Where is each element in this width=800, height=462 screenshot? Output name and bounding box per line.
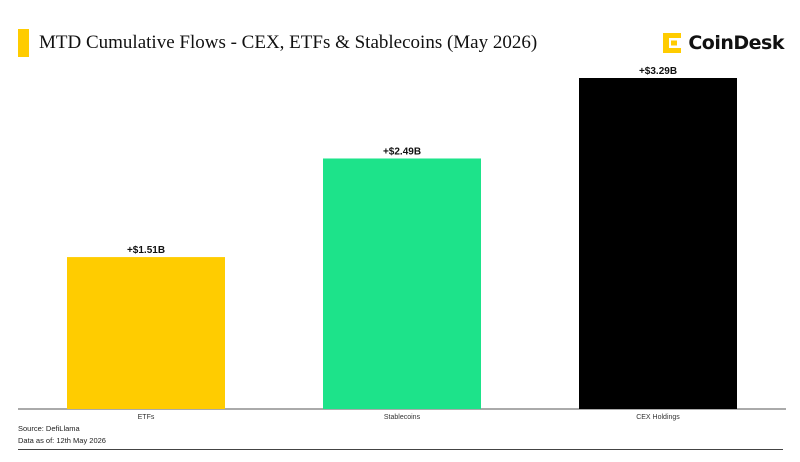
x-tick-label: ETFs — [138, 414, 155, 421]
title-accent-bar — [18, 29, 29, 57]
x-tick-label: CEX Holdings — [636, 414, 680, 421]
brand-name: CoinDesk — [688, 32, 784, 54]
chart-title: MTD Cumulative Flows - CEX, ETFs & Stabl… — [39, 32, 538, 53]
footer-date: Data as of: 12th May 2026 — [18, 436, 106, 445]
coindesk-logo-icon — [663, 33, 682, 53]
chart-title-group: MTD Cumulative Flows - CEX, ETFs & Stabl… — [18, 28, 537, 58]
data-label: +$1.51B — [127, 245, 165, 256]
coindesk-logo[interactable]: CoinDesk — [662, 32, 784, 54]
data-label: +$3.29B — [639, 66, 677, 77]
bar-cex-holdings — [579, 78, 737, 409]
bar-stablecoins — [323, 158, 481, 409]
footer-divider — [18, 449, 783, 450]
bar-etfs — [67, 257, 225, 409]
x-tick-label: Stablecoins — [384, 414, 421, 421]
footer-source: Source: DefiLlama — [18, 424, 80, 433]
data-label: +$2.49B — [383, 146, 421, 157]
